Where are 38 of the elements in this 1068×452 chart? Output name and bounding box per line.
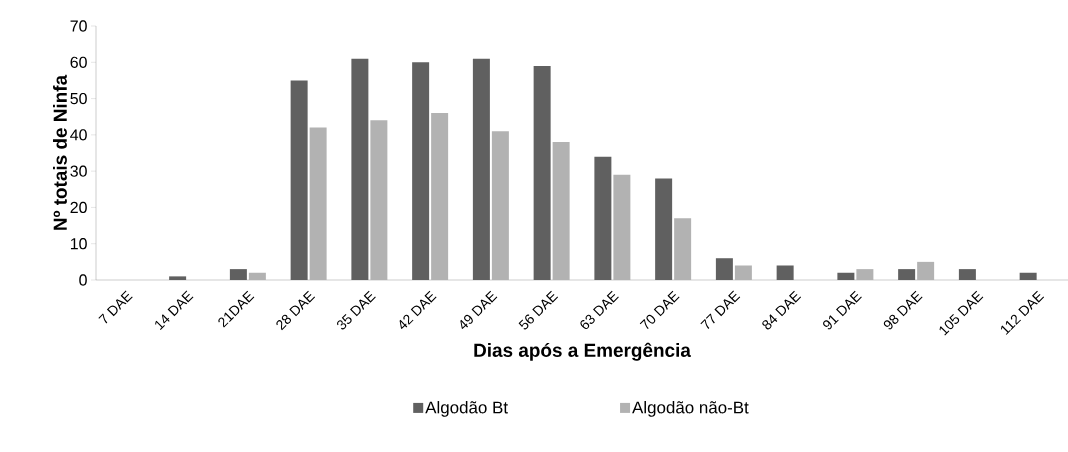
y-tick-label: 0 xyxy=(79,274,87,286)
bar xyxy=(491,131,509,280)
y-tick-label: 30 xyxy=(70,165,87,177)
bar xyxy=(351,58,369,280)
bar xyxy=(229,269,247,280)
y-tick-label: 70 xyxy=(70,20,87,32)
bar xyxy=(309,127,327,280)
bar xyxy=(1019,272,1037,280)
bar xyxy=(533,65,551,280)
bar xyxy=(472,58,490,280)
y-tick-label: 20 xyxy=(70,201,87,214)
bar xyxy=(898,269,916,280)
y-tick-label: 60 xyxy=(70,56,87,68)
y-tick-label: 50 xyxy=(70,92,87,105)
bar xyxy=(412,62,430,280)
bar xyxy=(837,272,855,280)
bar xyxy=(248,272,266,280)
bar xyxy=(431,113,449,280)
bar xyxy=(370,120,388,280)
legend-label: Algodão Bt xyxy=(425,401,508,417)
bar xyxy=(613,174,631,280)
bar xyxy=(917,261,935,280)
bar xyxy=(715,258,733,280)
bar xyxy=(776,265,794,280)
bar xyxy=(958,269,976,280)
y-axis-title: Nº totais de Ninfa xyxy=(53,74,67,230)
x-axis-title: Dias após a Emergência xyxy=(474,342,691,361)
legend-label: Algodão não-Bt xyxy=(632,401,749,417)
bar xyxy=(734,265,752,280)
bar xyxy=(552,142,570,280)
bar xyxy=(594,156,612,280)
bar xyxy=(655,178,673,280)
bar xyxy=(856,269,874,280)
y-tick-label: 40 xyxy=(70,129,87,141)
bar xyxy=(169,276,187,280)
bar xyxy=(290,80,308,280)
y-tick-label: 10 xyxy=(70,238,87,250)
bar xyxy=(674,218,692,280)
